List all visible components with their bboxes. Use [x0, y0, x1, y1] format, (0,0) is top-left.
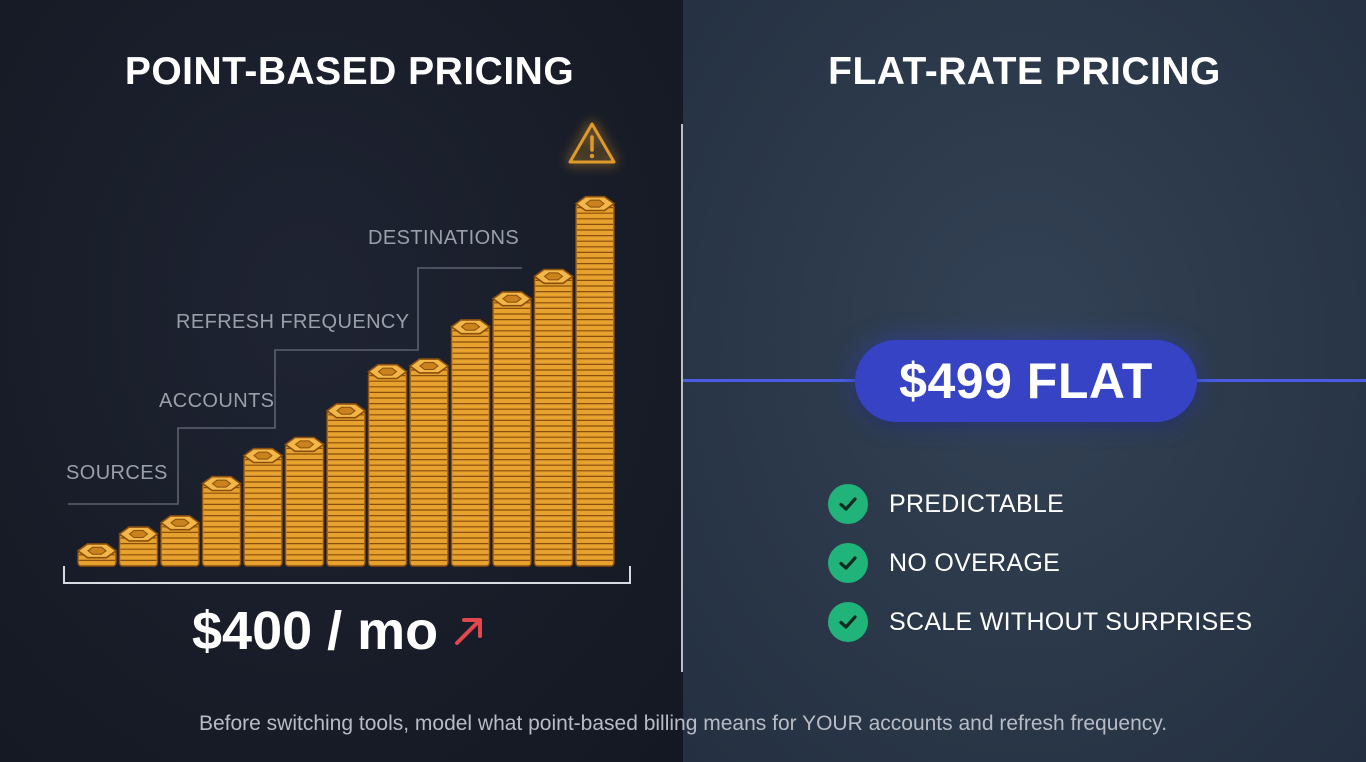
coin-stack: [76, 543, 118, 567]
flat-price-pill: $499 FLAT: [855, 340, 1197, 422]
coin-stack: [201, 475, 242, 567]
benefits-list: PREDICTABLE NO OVERAGE SCALE WITHOUT SUR…: [828, 483, 1252, 660]
point-based-title: POINT-BASED PRICING: [124, 50, 575, 93]
footnote: Before switching tools, model what point…: [198, 712, 1168, 735]
check-circle-icon: [828, 543, 868, 583]
panel-divider: [681, 124, 683, 672]
benefit-label: NO OVERAGE: [889, 548, 1061, 577]
benefit-item: NO OVERAGE: [828, 542, 1252, 584]
coin-stack-chart: SOURCES ACCOUNTS REFRESH FREQUENCY DESTINAT…: [63, 122, 631, 584]
trend-up-arrow-icon: [455, 618, 483, 645]
stage-label: SOURCES: [66, 462, 168, 484]
check-circle-icon: [828, 602, 868, 642]
flat-price: $499 FLAT: [899, 353, 1153, 409]
flat-rate-title: FLAT-RATE PRICING: [828, 50, 1221, 93]
point-based-price: $400 / mo: [192, 601, 439, 661]
coin-stack: [159, 515, 201, 567]
chart-baseline-bracket: [63, 566, 631, 584]
coin-stack: [242, 447, 284, 567]
coin-stack: [533, 268, 574, 567]
check-circle-icon: [828, 484, 868, 524]
coin-stack: [450, 319, 491, 567]
point-based-price-row: $400 / mo: [192, 600, 488, 662]
benefit-item: PREDICTABLE: [828, 483, 1252, 525]
stage-label: REFRESH FREQUENCY: [176, 311, 410, 333]
stage-labels: SOURCES ACCOUNTS REFRESH FREQUENCY DESTINAT…: [66, 227, 519, 484]
coin-stack: [408, 358, 450, 567]
coin-stack: [284, 436, 325, 567]
coin-stack: [325, 403, 367, 567]
coin-stacks: [76, 195, 616, 567]
coin-stack: [118, 526, 159, 567]
warning-triangle-icon: [568, 122, 616, 164]
benefit-item: SCALE WITHOUT SURPRISES: [828, 601, 1252, 643]
coin-stack: [574, 195, 616, 567]
coin-stack: [367, 363, 408, 567]
stage-label: ACCOUNTS: [159, 390, 274, 412]
stage-label: DESTINATIONS: [368, 227, 519, 249]
benefit-label: PREDICTABLE: [889, 489, 1065, 518]
stage-step-lines: [68, 267, 522, 505]
coin-stack: [491, 291, 533, 567]
benefit-label: SCALE WITHOUT SURPRISES: [889, 607, 1253, 636]
